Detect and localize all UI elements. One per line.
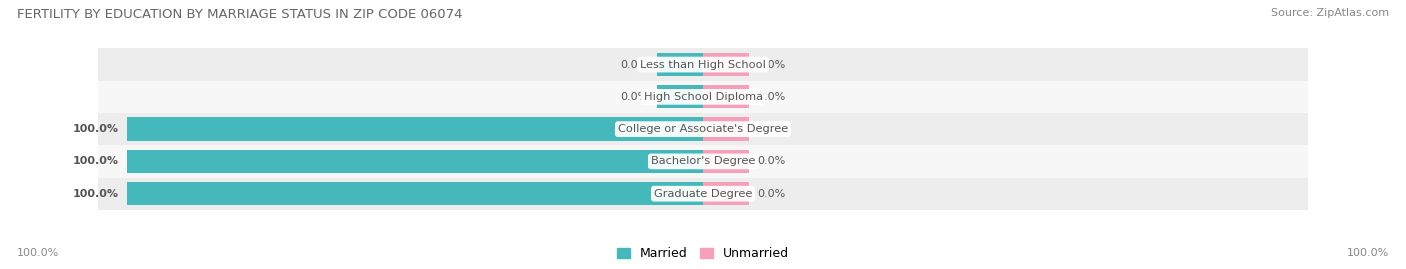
- Bar: [657, 85, 703, 108]
- Text: 0.0%: 0.0%: [758, 156, 786, 167]
- Bar: [98, 81, 1308, 113]
- Text: 0.0%: 0.0%: [758, 59, 786, 70]
- Bar: [98, 113, 1308, 145]
- Bar: [98, 48, 1308, 81]
- Bar: [127, 118, 703, 141]
- Text: 0.0%: 0.0%: [758, 124, 786, 134]
- Bar: [98, 145, 1308, 178]
- Bar: [703, 182, 749, 205]
- Text: 100.0%: 100.0%: [73, 156, 118, 167]
- Text: 0.0%: 0.0%: [758, 189, 786, 199]
- Text: Source: ZipAtlas.com: Source: ZipAtlas.com: [1271, 8, 1389, 18]
- Text: Graduate Degree: Graduate Degree: [654, 189, 752, 199]
- Bar: [703, 150, 749, 173]
- Text: Less than High School: Less than High School: [640, 59, 766, 70]
- Bar: [703, 85, 749, 108]
- Legend: Married, Unmarried: Married, Unmarried: [612, 242, 794, 265]
- Bar: [703, 53, 749, 76]
- Text: College or Associate's Degree: College or Associate's Degree: [617, 124, 789, 134]
- Bar: [703, 118, 749, 141]
- Bar: [98, 178, 1308, 210]
- Bar: [127, 150, 703, 173]
- Text: 0.0%: 0.0%: [620, 92, 648, 102]
- Text: FERTILITY BY EDUCATION BY MARRIAGE STATUS IN ZIP CODE 06074: FERTILITY BY EDUCATION BY MARRIAGE STATU…: [17, 8, 463, 21]
- Text: 0.0%: 0.0%: [758, 92, 786, 102]
- Text: 100.0%: 100.0%: [73, 189, 118, 199]
- Text: Bachelor's Degree: Bachelor's Degree: [651, 156, 755, 167]
- Bar: [657, 53, 703, 76]
- Text: 0.0%: 0.0%: [620, 59, 648, 70]
- Text: High School Diploma: High School Diploma: [644, 92, 762, 102]
- Text: 100.0%: 100.0%: [73, 124, 118, 134]
- Text: 100.0%: 100.0%: [17, 248, 59, 258]
- Text: 100.0%: 100.0%: [1347, 248, 1389, 258]
- Bar: [127, 182, 703, 205]
